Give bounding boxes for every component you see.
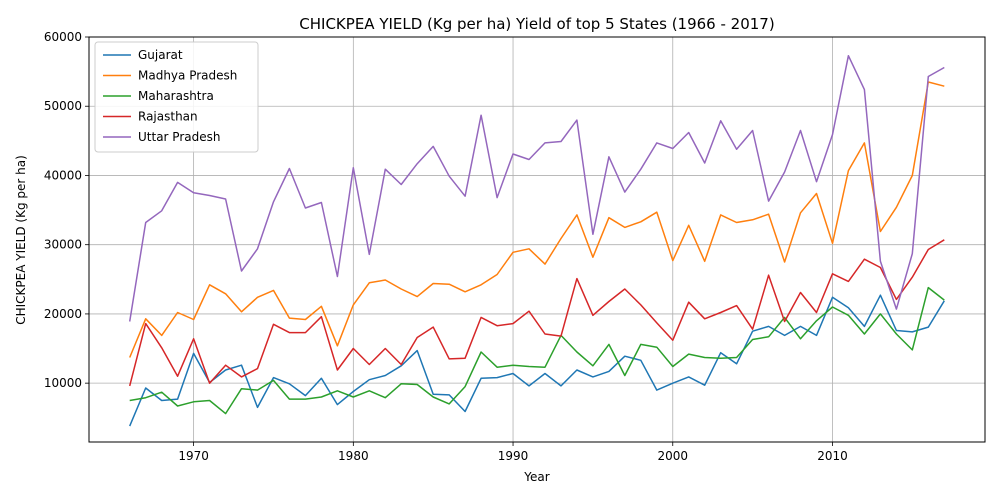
y-axis-label: CHICKPEA YIELD (Kg per ha) xyxy=(14,155,28,325)
legend: Gujarat Madhya Pradesh Maharashtra Rajastha… xyxy=(94,41,259,153)
series-line-rajasthan xyxy=(128,239,945,387)
series-line-madhya-pradesh xyxy=(129,81,945,358)
legend-label-rajasthan: Rajasthan xyxy=(138,110,198,124)
legend-label-madhya-pradesh: Madhya Pradesh xyxy=(138,69,237,83)
legend-label-maharashtra: Maharashtra xyxy=(138,89,214,103)
series-lines xyxy=(128,54,945,427)
x-tick-label: 1980 xyxy=(338,449,369,463)
y-tick-label: 40000 xyxy=(44,168,82,182)
legend-box xyxy=(94,41,259,153)
x-axis-label: Year xyxy=(523,470,549,484)
x-tick-label: 1970 xyxy=(178,449,209,463)
x-tick-label: 1990 xyxy=(498,449,529,463)
legend-label-uttar-pradesh: Uttar Pradesh xyxy=(138,130,220,144)
y-tick-label: 10000 xyxy=(44,376,82,390)
x-tick-label: 2010 xyxy=(817,449,848,463)
y-tick-label: 20000 xyxy=(44,307,82,321)
y-tick-label: 50000 xyxy=(44,99,82,113)
x-tick-label: 2000 xyxy=(657,449,688,463)
legend-label-gujarat: Gujarat xyxy=(138,48,183,62)
y-tick-label: 30000 xyxy=(44,238,82,252)
chart-title: CHICKPEA YIELD (Kg per ha) Yield of top … xyxy=(299,15,774,33)
x-axis-ticks: 1970 1980 1990 2000 2010 xyxy=(178,442,848,463)
y-axis-ticks: 10000 20000 30000 40000 50000 60000 xyxy=(44,30,89,390)
plot-frame xyxy=(88,36,986,443)
y-tick-label: 60000 xyxy=(44,30,82,44)
series-line-uttar-pradesh xyxy=(128,54,945,322)
series-line-maharashtra xyxy=(129,286,945,415)
